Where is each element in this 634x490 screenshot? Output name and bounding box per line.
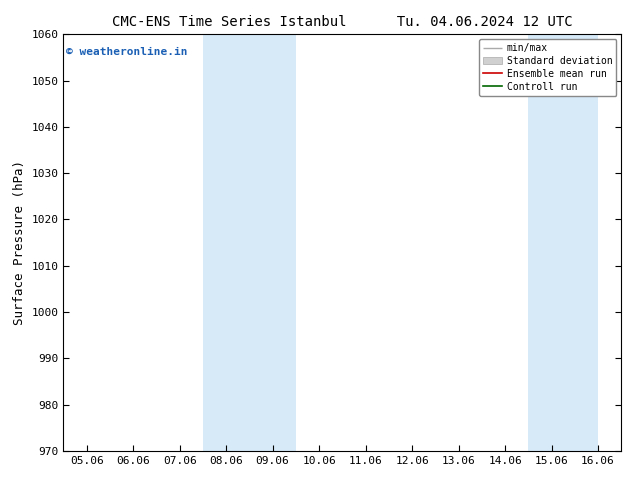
Bar (203, 34, 296, 451)
Bar (528, 34, 598, 451)
Title: CMC-ENS Time Series Istanbul      Tu. 04.06.2024 12 UTC: CMC-ENS Time Series Istanbul Tu. 04.06.2… (112, 15, 573, 29)
Legend: min/max, Standard deviation, Ensemble mean run, Controll run: min/max, Standard deviation, Ensemble me… (479, 39, 616, 96)
Y-axis label: Surface Pressure (hPa): Surface Pressure (hPa) (13, 160, 26, 325)
Text: © weatheronline.in: © weatheronline.in (66, 47, 188, 57)
